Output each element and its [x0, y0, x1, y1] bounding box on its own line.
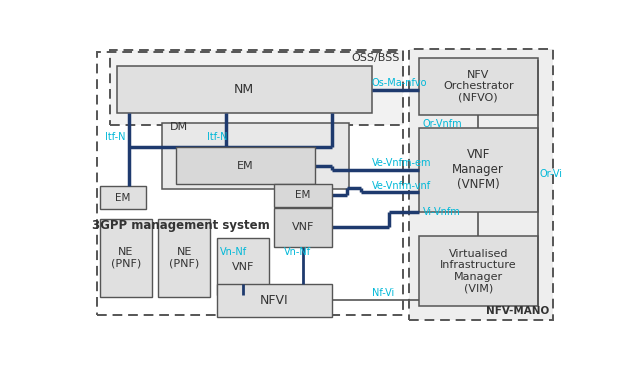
FancyBboxPatch shape: [110, 50, 403, 125]
Text: NFV-MANO: NFV-MANO: [486, 306, 549, 316]
Text: EM: EM: [237, 160, 254, 170]
Text: NM: NM: [234, 83, 254, 96]
Text: Os-Ma-nfvo: Os-Ma-nfvo: [371, 78, 427, 88]
FancyBboxPatch shape: [273, 183, 332, 207]
FancyBboxPatch shape: [273, 208, 332, 247]
FancyBboxPatch shape: [409, 49, 553, 320]
Text: Itf-N: Itf-N: [105, 132, 126, 142]
Text: NE
(PNF): NE (PNF): [111, 247, 141, 269]
Text: Vi-Vnfm: Vi-Vnfm: [422, 207, 460, 217]
Text: OSS/BSS: OSS/BSS: [351, 53, 399, 63]
Text: EM: EM: [115, 193, 130, 203]
Text: 3GPP management system: 3GPP management system: [92, 219, 270, 232]
FancyBboxPatch shape: [217, 238, 268, 295]
Text: Itf-N: Itf-N: [207, 132, 228, 142]
Text: Ve-Vnfm-em: Ve-Vnfm-em: [371, 158, 431, 168]
Text: NFVI: NFVI: [260, 294, 289, 307]
Text: Vn-Nf: Vn-Nf: [284, 247, 311, 257]
FancyBboxPatch shape: [217, 283, 332, 317]
FancyBboxPatch shape: [100, 186, 146, 209]
Text: VNF: VNF: [291, 222, 314, 232]
Text: NE
(PNF): NE (PNF): [169, 247, 199, 269]
Text: NFV
Orchestrator
(NFVO): NFV Orchestrator (NFVO): [443, 70, 513, 103]
Text: VNF
Manager
(VNFM): VNF Manager (VNFM): [453, 148, 504, 191]
FancyBboxPatch shape: [162, 124, 349, 189]
Text: Or-Vi: Or-Vi: [540, 169, 563, 179]
Text: Ve-Vnfm-vnf: Ve-Vnfm-vnf: [371, 181, 431, 191]
Text: EM: EM: [295, 190, 311, 200]
Text: Virtualised
Infrastructure
Manager
(VIM): Virtualised Infrastructure Manager (VIM): [440, 248, 516, 294]
Text: Vn-Nf: Vn-Nf: [219, 247, 247, 257]
FancyBboxPatch shape: [418, 128, 538, 212]
FancyBboxPatch shape: [100, 219, 152, 297]
Text: DM: DM: [170, 122, 188, 132]
FancyBboxPatch shape: [117, 66, 371, 113]
FancyBboxPatch shape: [418, 236, 538, 306]
FancyBboxPatch shape: [176, 147, 316, 184]
FancyBboxPatch shape: [158, 219, 210, 297]
Text: Or-Vnfm: Or-Vnfm: [422, 119, 462, 129]
Text: VNF: VNF: [232, 262, 254, 272]
FancyBboxPatch shape: [418, 58, 538, 115]
Text: Nf-Vi: Nf-Vi: [371, 288, 394, 298]
